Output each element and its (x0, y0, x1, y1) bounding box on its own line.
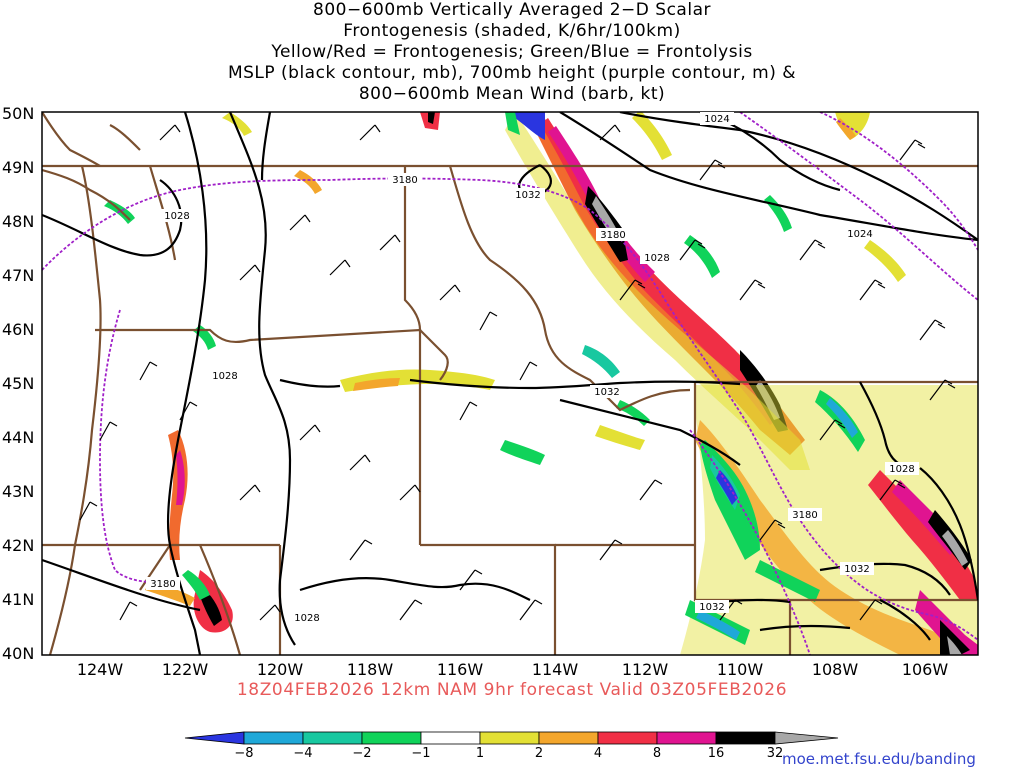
mslp-label: 1024 (847, 229, 872, 240)
lon-label: 112W (615, 660, 675, 679)
height-label: 3180 (392, 175, 417, 186)
colorbar-label: −8 (229, 746, 259, 761)
lon-label: 120W (250, 660, 310, 679)
colorbar-label: 2 (524, 746, 554, 761)
lon-label: 106W (895, 660, 955, 679)
mslp-label: 1028 (644, 253, 669, 264)
lat-label: 46N (2, 320, 38, 339)
lat-label: 48N (2, 212, 38, 231)
mslp-label: 1032 (844, 564, 869, 575)
lon-label: 124W (70, 660, 130, 679)
lat-label: 45N (2, 374, 38, 393)
colorbar-label: −2 (347, 746, 377, 761)
lat-label: 47N (2, 266, 38, 285)
mslp-label: 1028 (164, 211, 189, 222)
colorbar-label: 8 (642, 746, 672, 761)
lat-label: 44N (2, 428, 38, 447)
mslp-label: 1032 (699, 602, 724, 613)
colorbar-label: 4 (583, 746, 613, 761)
forecast-valid-subtitle: 18Z04FEB2026 12km NAM 9hr forecast Valid… (0, 680, 1024, 700)
colorbar-label: 16 (701, 746, 731, 761)
lat-label: 41N (2, 590, 38, 609)
colorbar-label: −4 (288, 746, 318, 761)
colorbar (185, 732, 838, 744)
height-label: 3180 (792, 510, 817, 521)
mslp-label: 1028 (212, 371, 237, 382)
lat-label: 50N (2, 104, 38, 123)
lon-label: 108W (805, 660, 865, 679)
height-label: 3180 (600, 230, 625, 241)
mslp-label: 1032 (594, 387, 619, 398)
mslp-label: 1028 (889, 464, 914, 475)
lon-label: 118W (340, 660, 400, 679)
mslp-label: 1024 (704, 114, 729, 125)
lat-label: 40N (2, 644, 38, 663)
lat-label: 43N (2, 482, 38, 501)
mslp-label: 1028 (294, 613, 319, 624)
lon-label: 110W (710, 660, 770, 679)
height-label: 3180 (150, 579, 175, 590)
lon-label: 116W (430, 660, 490, 679)
lat-label: 42N (2, 536, 38, 555)
mslp-label: 1032 (515, 190, 540, 201)
lat-label: 49N (2, 158, 38, 177)
credit-link[interactable]: moe.met.fsu.edu/banding (782, 750, 976, 768)
lon-label: 114W (525, 660, 585, 679)
colorbar-label: −1 (406, 746, 436, 761)
colorbar-label: 1 (465, 746, 495, 761)
lon-label: 122W (155, 660, 215, 679)
